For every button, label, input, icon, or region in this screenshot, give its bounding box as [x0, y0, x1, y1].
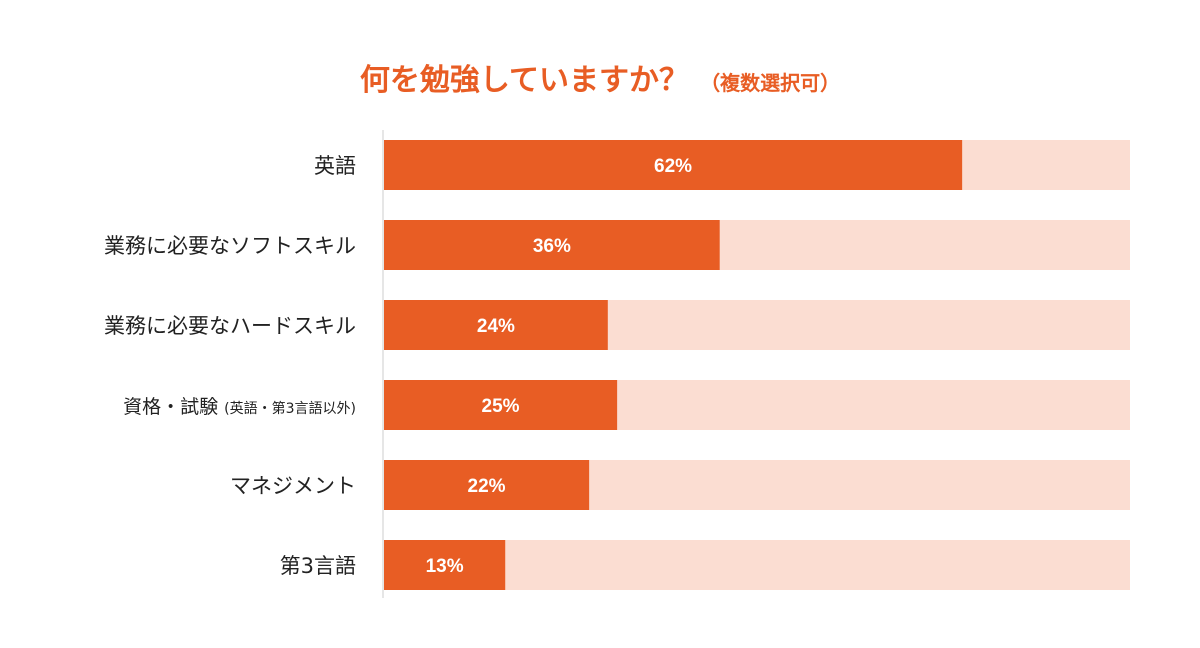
category-label-note: (英語・第3言語以外) [224, 400, 356, 417]
bar [384, 300, 608, 350]
bars-group: 62% 英語 36% 業務に必要なソフトスキル 24% 業務に必要なハードスキル 25% 資格… [104, 140, 1130, 590]
chart-title-main: 何を勉強していますか？ [360, 63, 689, 98]
bar [384, 380, 618, 430]
bar-value-label: 36% [533, 236, 571, 257]
category-label: 英語 [314, 154, 356, 178]
bar-value-label: 25% [482, 396, 520, 417]
category-label: マネジメント [230, 474, 356, 498]
chart-title: 何を勉強していますか？ （複数選択可） [360, 63, 840, 98]
category-label: 業務に必要なハードスキル [104, 314, 356, 338]
category-label-main: マネジメント [230, 474, 356, 498]
bar-track [384, 540, 1130, 590]
bar [384, 460, 590, 510]
bar-value-label: 22% [468, 476, 506, 497]
category-label: 第3言語 [280, 554, 356, 578]
chart-subtitle: （複数選択可） [700, 71, 840, 95]
category-label-main: 第3言語 [280, 554, 356, 578]
bar-value-label: 62% [654, 156, 692, 177]
category-label: 業務に必要なソフトスキル [104, 234, 356, 258]
category-label-main: 業務に必要なソフトスキル [104, 234, 356, 258]
category-label: 資格・試験 (英語・第3言語以外) [123, 396, 356, 418]
bar [384, 540, 506, 590]
category-label-main: 資格・試験 [123, 396, 218, 418]
bar-value-label: 24% [477, 316, 515, 337]
category-label-main: 業務に必要なハードスキル [104, 314, 356, 338]
bar [384, 140, 963, 190]
bar-value-label: 13% [426, 556, 464, 577]
category-label-main: 英語 [314, 154, 356, 178]
bar [384, 220, 720, 270]
